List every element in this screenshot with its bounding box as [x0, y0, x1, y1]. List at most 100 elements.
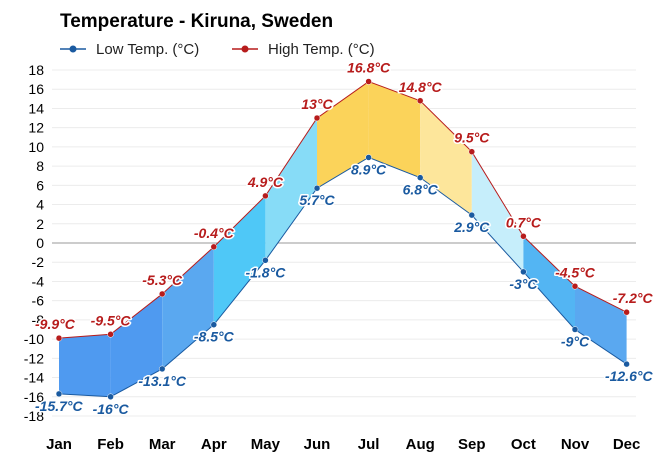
y-tick-label: 10 [28, 139, 44, 155]
high-temp-point[interactable] [210, 243, 218, 251]
chart-title: Temperature - Kiruna, Sweden [60, 11, 333, 32]
low-temp-point[interactable] [520, 268, 527, 276]
low-temp-point[interactable] [55, 390, 63, 398]
high-temp-label: 13°C [301, 96, 333, 112]
low-temp-label: -8.5°C [194, 329, 235, 345]
x-tick-label: Jul [358, 436, 380, 453]
y-tick-label: -16 [24, 389, 44, 405]
x-tick-label: Sep [458, 436, 486, 453]
high-temp-point[interactable] [468, 148, 476, 155]
temperature-band [420, 100, 472, 216]
high-temp-point[interactable] [107, 331, 114, 338]
low-temp-label: 2.9°C [453, 219, 490, 235]
data-labels: -9.9°C -9.5°C -5.3°C -0.4°C 4.9°C 13°C 16.8°C 1… [34, 58, 655, 418]
y-tick-label: 14 [28, 100, 44, 116]
y-tick-label: -6 [32, 293, 45, 309]
y-tick-label: 18 [28, 62, 44, 78]
high-temp-label: -7.2°C [613, 290, 654, 306]
temperature-band [368, 81, 421, 178]
temperature-band [59, 334, 111, 397]
x-tick-label: Aug [406, 436, 435, 453]
legend: Low Temp. (°C) High Temp. (°C) [60, 41, 375, 58]
low-temp-label: -15.7°C [35, 398, 84, 414]
temperature-band [317, 81, 369, 189]
high-temp-point[interactable] [158, 290, 166, 298]
y-tick-label: 12 [28, 120, 44, 136]
series-points [55, 78, 630, 401]
low-temp-label: 8.9°C [351, 161, 387, 177]
legend-high-label: High Temp. (°C) [268, 41, 375, 58]
temperature-band [213, 195, 266, 325]
legend-low-marker [69, 45, 77, 53]
low-temp-label: 5.7°C [299, 192, 335, 208]
y-tick-label: 16 [28, 81, 44, 97]
y-tick-label: 6 [36, 177, 44, 193]
legend-item-low[interactable]: Low Temp. (°C) [60, 41, 199, 58]
low-temp-point[interactable] [210, 321, 218, 328]
high-temp-point[interactable] [365, 78, 372, 85]
x-tick-label: Dec [613, 436, 641, 453]
high-temp-label: 9.5°C [454, 130, 490, 146]
y-tick-label: -12 [24, 350, 44, 366]
low-temp-point[interactable] [571, 326, 579, 333]
x-tick-label: Apr [201, 436, 227, 453]
legend-low-label: Low Temp. (°C) [96, 41, 199, 58]
high-temp-label: 4.9°C [247, 174, 284, 190]
high-temp-label: -0.4°C [194, 225, 235, 241]
x-tick-label: Nov [561, 436, 590, 453]
temperature-bands [59, 81, 627, 397]
low-temp-point[interactable] [158, 365, 166, 373]
y-tick-label: 0 [36, 235, 44, 251]
high-temp-label: 14.8°C [399, 79, 443, 95]
y-tick-label: -14 [24, 370, 44, 386]
high-temp-line [58, 80, 627, 339]
low-temp-point[interactable] [468, 211, 476, 219]
temperature-band [110, 293, 163, 397]
high-temp-point[interactable] [520, 233, 527, 240]
temperature-band [471, 151, 524, 272]
low-temp-label: -12.6°C [605, 368, 654, 384]
x-tick-label: Mar [149, 436, 176, 453]
x-tick-label: Feb [97, 436, 124, 453]
x-tick-label: Jun [304, 436, 331, 453]
low-temp-point[interactable] [262, 257, 269, 264]
high-temp-label: 16.8°C [347, 60, 391, 76]
high-temp-label: -4.5°C [555, 264, 596, 280]
y-tick-label: -8 [32, 312, 45, 328]
y-tick-label: 8 [36, 158, 44, 174]
legend-high-marker [241, 45, 249, 53]
legend-item-high[interactable]: High Temp. (°C) [232, 41, 375, 58]
y-tick-label: -2 [32, 254, 45, 270]
low-temp-label: 6.8°C [403, 182, 439, 198]
high-temp-point[interactable] [571, 283, 579, 290]
low-temp-label: -16°C [93, 401, 130, 417]
high-temp-label: 0.7°C [506, 214, 542, 230]
y-axis-ticks: 18 16 14 12 10 8 6 4 2 0 -2 -4 -6 -8 -10 -12 -14 -16 -18 [24, 62, 44, 424]
high-temp-point[interactable] [623, 308, 630, 316]
temperature-band [523, 236, 575, 330]
high-temp-point[interactable] [262, 192, 269, 200]
x-tick-label: Oct [511, 436, 536, 453]
low-temp-point[interactable] [313, 184, 321, 192]
low-temp-label: -3°C [509, 276, 538, 292]
y-tick-label: 4 [36, 197, 44, 213]
series-lines [58, 80, 627, 398]
high-temp-point[interactable] [416, 97, 424, 105]
low-temp-label: -13.1°C [138, 373, 187, 389]
temperature-band [162, 246, 214, 369]
low-temp-point[interactable] [107, 393, 114, 401]
high-temp-point[interactable] [55, 334, 63, 342]
y-tick-label: -4 [32, 273, 45, 289]
y-tick-label: 2 [36, 216, 44, 232]
high-temp-label: -5.3°C [142, 272, 183, 288]
low-temp-point[interactable] [623, 360, 630, 368]
low-temp-line [58, 156, 627, 398]
high-temp-label: -9.5°C [91, 312, 132, 328]
high-temp-point[interactable] [313, 114, 321, 122]
low-temp-point[interactable] [365, 154, 372, 161]
low-temp-point[interactable] [416, 174, 424, 181]
y-tick-label: -18 [24, 408, 44, 424]
temperature-band [265, 118, 317, 261]
low-temp-label: -1.8°C [245, 264, 286, 280]
